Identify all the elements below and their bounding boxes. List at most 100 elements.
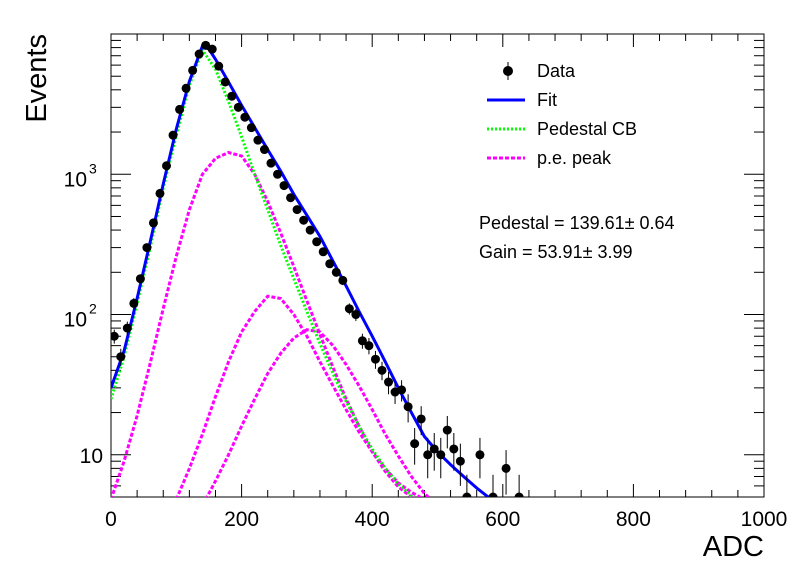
data-point	[233, 102, 243, 112]
legend: Data Fit Pedestal CB p.e. peak	[487, 61, 637, 168]
data-point	[318, 247, 328, 257]
x-tick-label: 0	[105, 508, 117, 531]
data-point	[155, 188, 165, 198]
data-marker	[416, 414, 426, 424]
y-tick-exponent: 2	[89, 301, 97, 317]
data-marker	[207, 44, 217, 54]
data-point	[142, 243, 152, 253]
data-point	[116, 348, 126, 366]
y-tick-exponent: 3	[89, 160, 97, 176]
data-marker	[168, 130, 178, 140]
data-point	[449, 432, 459, 471]
data-marker	[338, 275, 348, 285]
data-marker	[299, 215, 309, 225]
data-marker	[410, 439, 420, 449]
data-points	[111, 40, 524, 497]
data-marker	[155, 188, 165, 198]
data-point	[423, 437, 433, 479]
data-marker	[384, 377, 394, 387]
legend-item-p-e-peak: p.e. peak	[487, 148, 612, 168]
data-marker	[357, 336, 367, 346]
data-point	[410, 428, 420, 465]
data-marker	[214, 61, 224, 71]
data-marker	[175, 104, 185, 114]
data-point	[370, 350, 380, 369]
data-point	[442, 416, 452, 449]
data-point	[455, 443, 465, 486]
data-marker	[501, 463, 511, 473]
x-tick-label: 400	[355, 508, 390, 531]
data-marker	[462, 492, 472, 497]
x-tick-label: 600	[485, 508, 520, 531]
legend-swatch-marker	[503, 66, 513, 76]
data-marker	[377, 365, 387, 375]
data-point	[201, 40, 211, 50]
data-point	[338, 275, 348, 286]
data-marker	[325, 259, 335, 269]
data-point	[475, 437, 485, 479]
y-tick-base: 10	[64, 309, 87, 332]
legend-label: Fit	[537, 90, 557, 110]
legend-item-data: Data	[503, 61, 576, 81]
data-point	[175, 104, 185, 114]
gain-annotation: Gain = 53.91± 3.99	[479, 242, 633, 262]
data-marker	[194, 49, 204, 59]
data-point	[279, 181, 289, 191]
legend-label: p.e. peak	[537, 148, 612, 168]
data-point	[299, 215, 309, 225]
data-marker	[259, 145, 269, 155]
fit-curves	[111, 44, 491, 497]
data-point	[331, 267, 341, 277]
data-point	[148, 218, 158, 228]
data-point	[501, 450, 511, 495]
data-marker	[116, 352, 126, 362]
data-point	[364, 338, 374, 355]
data-marker	[148, 218, 158, 228]
data-marker	[220, 77, 230, 87]
data-marker	[455, 456, 465, 466]
data-marker	[122, 323, 132, 333]
data-marker	[240, 112, 250, 122]
data-marker	[305, 225, 315, 235]
data-marker	[514, 492, 524, 497]
data-marker	[233, 102, 243, 112]
data-marker	[318, 247, 328, 257]
data-marker	[129, 298, 139, 308]
data-point	[416, 406, 426, 436]
y-axis-title: Events	[21, 34, 53, 123]
plot-frame	[110, 33, 765, 498]
data-point	[214, 61, 224, 71]
data-point	[305, 225, 315, 235]
data-marker	[286, 193, 296, 203]
data-marker	[331, 267, 341, 277]
data-point	[273, 169, 283, 179]
data-point	[312, 237, 322, 247]
data-point	[351, 308, 361, 321]
data-marker	[273, 169, 283, 179]
data-point	[259, 145, 269, 155]
data-point	[129, 298, 139, 310]
data-marker	[279, 181, 289, 191]
fit-curve	[111, 44, 491, 497]
data-point	[168, 130, 178, 140]
data-marker	[188, 65, 198, 75]
data-point	[292, 205, 302, 215]
data-marker	[403, 402, 413, 412]
data-marker	[292, 205, 302, 215]
data-marker	[364, 341, 374, 351]
data-point	[227, 91, 237, 101]
data-marker	[111, 331, 119, 341]
data-marker	[423, 450, 433, 460]
p-e-peak-2-curve	[175, 294, 423, 497]
data-marker	[449, 444, 459, 454]
data-point	[462, 474, 472, 497]
data-point	[436, 437, 446, 479]
data-point	[488, 474, 498, 497]
x-tick-label: 200	[224, 508, 259, 531]
data-point	[240, 112, 250, 122]
data-point	[122, 321, 132, 336]
data-point	[357, 333, 367, 349]
data-point	[325, 259, 335, 269]
data-point	[344, 303, 354, 315]
